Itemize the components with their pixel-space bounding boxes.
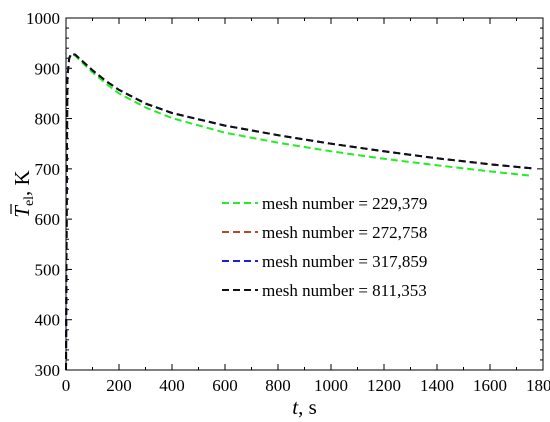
series-layer bbox=[65, 52, 533, 371]
x-tick-label: 600 bbox=[212, 376, 238, 395]
y-tick-label: 600 bbox=[35, 210, 61, 229]
x-tick-label: 1400 bbox=[420, 376, 454, 395]
y-tick-label: 700 bbox=[35, 160, 61, 179]
y-axis-label-var: T bbox=[10, 205, 34, 218]
y-axis-label: Tel, K bbox=[10, 170, 37, 217]
legend-label-2: mesh number = 317,859 bbox=[262, 252, 427, 271]
y-tick-label: 300 bbox=[35, 361, 61, 380]
y-tick-label: 1000 bbox=[26, 9, 60, 28]
series-line-0 bbox=[65, 53, 533, 371]
y-axis-label-sub: el bbox=[22, 196, 37, 206]
svg-text:Tel, K: Tel, K bbox=[10, 170, 37, 217]
y-tick-label: 900 bbox=[35, 59, 61, 78]
x-tick-label: 1200 bbox=[367, 376, 401, 395]
y-tick-label: 800 bbox=[35, 110, 61, 129]
plot-frame bbox=[65, 17, 544, 371]
x-tick-label: 800 bbox=[265, 376, 291, 395]
y-tick-label: 500 bbox=[35, 260, 61, 279]
x-tick-label: 0 bbox=[62, 376, 71, 395]
x-axis-label: t, s bbox=[292, 395, 317, 419]
legend-label-1: mesh number = 272,758 bbox=[262, 223, 427, 242]
x-tick-label: 400 bbox=[159, 376, 185, 395]
x-tick-label: 1600 bbox=[473, 376, 507, 395]
legend-label-0: mesh number = 229,379 bbox=[262, 194, 427, 213]
x-tick-label: 1000 bbox=[314, 376, 348, 395]
x-tick-label: 200 bbox=[106, 376, 132, 395]
x-axis-label-unit: , s bbox=[298, 395, 317, 419]
y-tick-label: 400 bbox=[35, 311, 61, 330]
y-axis-label-unit: , K bbox=[10, 170, 34, 196]
legend: mesh number = 229,379 mesh number = 272,7… bbox=[222, 194, 427, 300]
x-axis-label-var: t bbox=[292, 395, 299, 419]
legend-label-3: mesh number = 811,353 bbox=[262, 281, 427, 300]
x-tick-label: 1800 bbox=[526, 376, 550, 395]
